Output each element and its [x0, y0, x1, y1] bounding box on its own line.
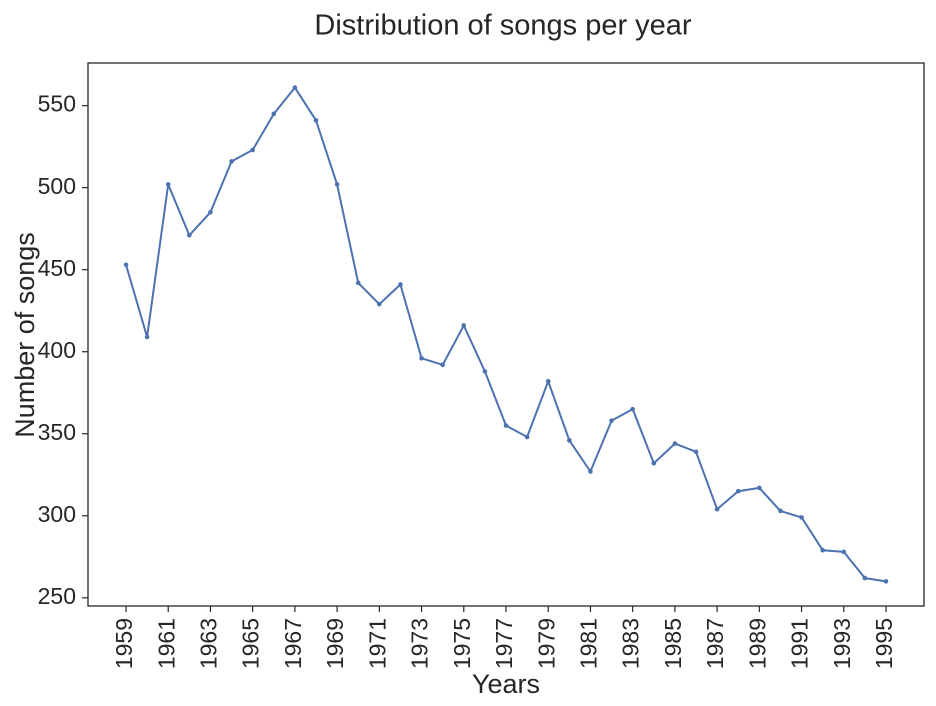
- x-tick-label: 1985: [660, 618, 686, 669]
- data-point: [545, 378, 551, 384]
- data-point: [187, 232, 192, 238]
- data-point: [588, 469, 593, 474]
- y-tick-label: 500: [38, 173, 76, 199]
- data-point: [419, 355, 424, 361]
- x-tick-label: 1973: [407, 618, 433, 669]
- x-tick-label: 1983: [618, 618, 644, 669]
- x-tick-label: 1991: [787, 618, 813, 669]
- y-tick-label: 250: [38, 583, 76, 609]
- data-point: [144, 334, 150, 340]
- data-point: [609, 418, 614, 423]
- data-point: [693, 449, 699, 455]
- data-point: [567, 438, 572, 443]
- y-axis: 250 300 350 400 450 500 550: [38, 91, 88, 609]
- x-tick-label: 1981: [576, 618, 602, 669]
- x-tick-label: 1959: [111, 618, 137, 669]
- data-point: [503, 423, 509, 428]
- y-tick-label: 350: [38, 419, 76, 445]
- data-point: [377, 301, 382, 307]
- x-tick-label: 1965: [238, 618, 264, 669]
- data-point: [714, 506, 720, 512]
- data-point: [524, 434, 530, 440]
- x-tick-label: 1977: [491, 618, 517, 669]
- y-tick-label: 400: [38, 337, 76, 363]
- data-point: [735, 488, 741, 494]
- x-tick-label: 1963: [196, 618, 222, 669]
- data-point: [630, 406, 635, 412]
- data-point: [757, 485, 762, 491]
- x-tick-label: 1975: [449, 618, 475, 669]
- data-point: [883, 579, 889, 584]
- data-point: [651, 460, 657, 466]
- data-point: [229, 159, 234, 164]
- series-line: [125, 86, 887, 583]
- data-point: [841, 549, 847, 555]
- data-point: [271, 111, 277, 117]
- data-point: [250, 147, 255, 153]
- data-point: [123, 262, 129, 268]
- x-tick-label: 1989: [744, 618, 770, 669]
- data-point: [313, 118, 319, 123]
- x-axis: 1959 1961 1963 1965 1967 1969 1971 1973 1975 1977…: [111, 606, 897, 669]
- data-point: [461, 323, 467, 328]
- y-tick-label: 300: [38, 501, 76, 527]
- chart-title: Distribution of songs per year: [314, 10, 692, 42]
- x-tick-label: 1993: [829, 618, 855, 669]
- data-point: [440, 362, 445, 368]
- data-point: [482, 369, 488, 374]
- data-point: [778, 508, 783, 514]
- x-tick-label: 1995: [871, 618, 897, 669]
- data-point: [398, 282, 403, 287]
- x-tick-label: 1987: [702, 618, 728, 669]
- y-tick-label: 550: [38, 91, 76, 117]
- x-tick-label: 1967: [280, 618, 306, 669]
- y-tick-label: 450: [38, 255, 76, 281]
- data-point: [292, 85, 298, 90]
- x-tick-label: 1969: [322, 618, 348, 669]
- data-point: [355, 280, 361, 286]
- data-point: [672, 441, 678, 446]
- data-point: [862, 575, 868, 581]
- x-axis-label: Years: [472, 669, 540, 699]
- x-tick-label: 1971: [364, 618, 390, 669]
- y-axis-label: Number of songs: [10, 232, 40, 438]
- data-point: [165, 182, 171, 187]
- x-tick-label: 1979: [533, 618, 559, 669]
- data-point: [334, 182, 340, 187]
- data-point: [799, 515, 804, 520]
- plot-area-frame: [87, 62, 925, 607]
- series-layer: [123, 85, 889, 584]
- data-point: [208, 209, 213, 215]
- x-tick-label: 1961: [153, 618, 179, 669]
- data-point: [820, 547, 825, 553]
